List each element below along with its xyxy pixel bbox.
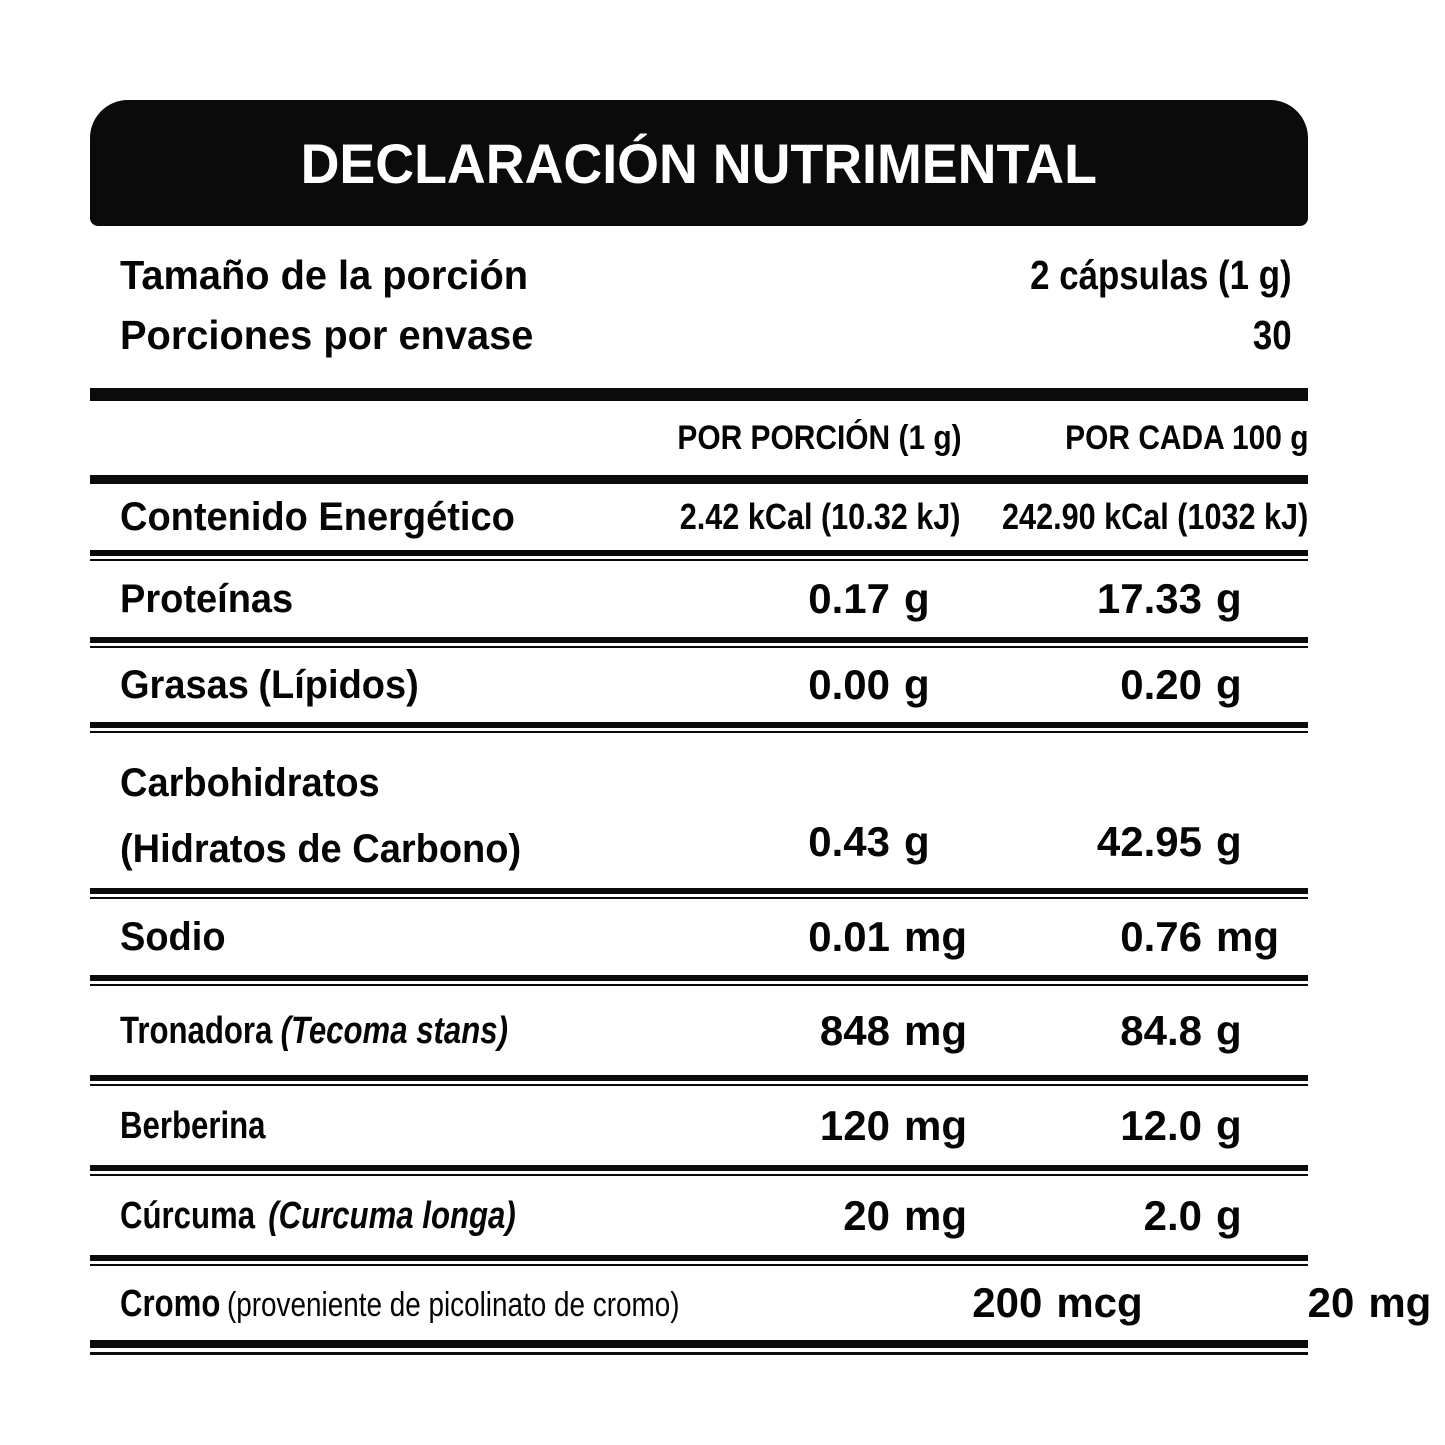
- cromo-per-portion: 200 mcg: [972, 1279, 1143, 1326]
- serving-size-row: Tamaño de la porción 2 cápsulas (1 g): [120, 252, 1292, 312]
- divider: [90, 637, 1308, 648]
- label-header: DECLARACIÓN NUTRIMENTAL: [90, 100, 1308, 226]
- col-header-per-100g: POR CADA 100 g: [1064, 418, 1308, 457]
- energy-per-portion: 2.42 kCal (10.32 kJ): [679, 496, 961, 537]
- berberina-per-portion: 120 mg: [819, 1101, 967, 1149]
- divider-thick: [90, 388, 1308, 401]
- divider: [90, 888, 1308, 899]
- row-sodium: Sodio 0.01 mg 0.76 mg: [90, 899, 1308, 975]
- curcuma-per-100g: 2.0 g: [1143, 1191, 1242, 1239]
- col-header-per-portion: POR PORCIÓN (1 g): [677, 418, 963, 457]
- row-cromo: Cromo (proveniente de picolinato de cromo…: [90, 1266, 1431, 1340]
- fats-per-100g: 0.20 g: [1120, 661, 1242, 708]
- fats-label: Grasas (Lípidos): [120, 662, 419, 707]
- berberina-per-100g: 12.0 g: [1120, 1101, 1242, 1149]
- servings-per-container-label: Porciones por envase: [120, 312, 534, 358]
- carbohydrates-per-100g: 42.95 g: [1096, 818, 1242, 865]
- tronadora-per-portion: 848 mg: [819, 1006, 967, 1054]
- serving-info: Tamaño de la porción 2 cápsulas (1 g) Po…: [90, 252, 1308, 372]
- servings-per-container-row: Porciones por envase 30: [120, 312, 1292, 372]
- fats-per-portion: 0.00 g: [808, 661, 930, 708]
- divider: [90, 1075, 1308, 1086]
- divider: [90, 1165, 1308, 1176]
- energy-per-100g: 242.90 kCal (1032 kJ): [1001, 496, 1308, 537]
- proteins-label: Proteínas: [120, 576, 294, 621]
- servings-per-container-value: 30: [1253, 312, 1292, 358]
- row-fats: Grasas (Lípidos) 0.00 g 0.20 g: [90, 648, 1308, 722]
- row-proteins: Proteínas 0.17 g 17.33 g: [90, 561, 1308, 637]
- cromo-label: Cromo (proveniente de picolinato de cromo…: [120, 1282, 680, 1325]
- sodium-per-portion: 0.01 mg: [808, 913, 967, 960]
- serving-size-label: Tamaño de la porción: [120, 252, 529, 298]
- carbohydrates-label: Carbohidratos (Hidratos de Carbono): [120, 761, 522, 871]
- nutrition-label: DECLARACIÓN NUTRIMENTAL Tamaño de la por…: [90, 100, 1431, 1355]
- divider-bottom: [90, 1340, 1308, 1355]
- sodium-per-100g: 0.76 mg: [1120, 913, 1279, 960]
- proteins-per-100g: 17.33 g: [1096, 575, 1242, 622]
- table-column-headers: POR PORCIÓN (1 g) POR CADA 100 g: [90, 401, 1308, 475]
- curcuma-label: Cúrcuma (Curcuma longa): [120, 1195, 516, 1237]
- divider: [90, 1255, 1308, 1266]
- curcuma-per-portion: 20 mg: [843, 1191, 967, 1239]
- row-carbohydrates: Carbohidratos (Hidratos de Carbono) 0.43…: [90, 733, 1308, 888]
- proteins-per-portion: 0.17 g: [808, 575, 930, 622]
- cromo-per-100g: 20 mg: [1307, 1279, 1432, 1326]
- divider: [90, 722, 1308, 733]
- row-berberina: Berberina 120 mg 12.0 g: [90, 1086, 1308, 1165]
- divider-header: [90, 475, 1308, 484]
- carbohydrates-per-portion: 0.43 g: [808, 818, 930, 865]
- divider: [90, 550, 1308, 561]
- berberina-label: Berberina: [120, 1105, 266, 1147]
- divider: [90, 975, 1308, 986]
- row-energy: Contenido Energético 2.42 kCal (10.32 kJ…: [90, 484, 1308, 550]
- serving-size-value: 2 cápsulas (1 g): [1030, 252, 1292, 298]
- tronadora-per-100g: 84.8 g: [1120, 1006, 1242, 1054]
- row-curcuma: Cúrcuma (Curcuma longa) 20 mg 2.0 g: [90, 1176, 1308, 1255]
- energy-label: Contenido Energético: [120, 494, 515, 539]
- tronadora-label: Tronadora (Tecoma stans): [120, 1010, 508, 1052]
- label-title: DECLARACIÓN NUTRIMENTAL: [300, 131, 1098, 195]
- sodium-label: Sodio: [120, 914, 226, 959]
- row-tronadora: Tronadora (Tecoma stans) 848 mg 84.8 g: [90, 986, 1308, 1075]
